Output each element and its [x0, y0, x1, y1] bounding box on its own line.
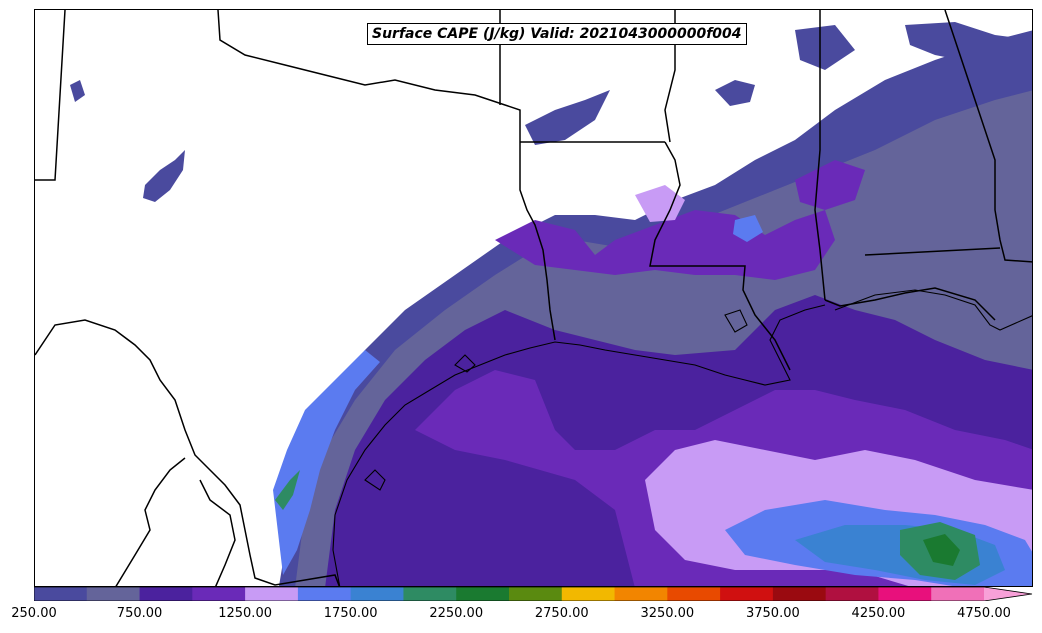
colorbar-swatch — [245, 587, 299, 601]
colorbar-tick-labels: 250.00 750.00 1250.00 1750.00 2250.00 2750.00… — [0, 606, 1042, 626]
colorbar-swatch — [139, 587, 193, 601]
coastline — [332, 289, 1032, 586]
colorbar-tick-label: 250.00 — [11, 606, 57, 621]
map-title: Surface CAPE (J/kg) Valid: 2021043000000… — [367, 23, 747, 45]
colorbar-swatch — [931, 587, 985, 601]
colorbar-swatch — [720, 587, 774, 601]
political-borders — [35, 10, 1032, 586]
colorbar-extend-arrow — [984, 587, 1032, 601]
colorbar-swatch — [192, 587, 246, 601]
colorbar-swatch — [772, 587, 827, 601]
colorbar-tick-label: 3250.00 — [640, 606, 695, 621]
colorbar-swatch — [878, 587, 932, 601]
colorbar-tick-label: 2250.00 — [429, 606, 484, 621]
colorbar-tick-label: 3750.00 — [745, 606, 800, 621]
cape-fill-layer — [70, 22, 1032, 586]
colorbar-swatch — [614, 587, 668, 601]
colorbar — [34, 587, 1033, 601]
colorbar-swatch — [509, 587, 563, 601]
colorbar-tick-label: 1250.00 — [218, 606, 272, 621]
colorbar-tick-label: 1750.00 — [323, 606, 378, 621]
colorbar-swatch — [456, 587, 510, 601]
colorbar-tick-label: 4250.00 — [851, 606, 906, 621]
colorbar-tick-label: 2750.00 — [534, 606, 589, 621]
colorbar-outline — [34, 587, 1033, 601]
cape-contour-map — [35, 10, 1032, 586]
colorbar-swatch — [825, 587, 879, 601]
colorbar-swatch — [86, 587, 141, 601]
map-plot-area: Surface CAPE (J/kg) Valid: 2021043000000… — [34, 9, 1033, 587]
colorbar-swatch — [667, 587, 721, 601]
colorbar-swatch — [403, 587, 457, 601]
colorbar-swatch — [561, 587, 616, 601]
colorbar-tick-label: 750.00 — [116, 606, 163, 621]
colorbar-swatch — [297, 587, 352, 601]
colorbar-swatch — [34, 587, 88, 601]
colorbar-swatch — [350, 587, 404, 601]
colorbar-tick-label: 4750.00 — [957, 606, 1011, 621]
